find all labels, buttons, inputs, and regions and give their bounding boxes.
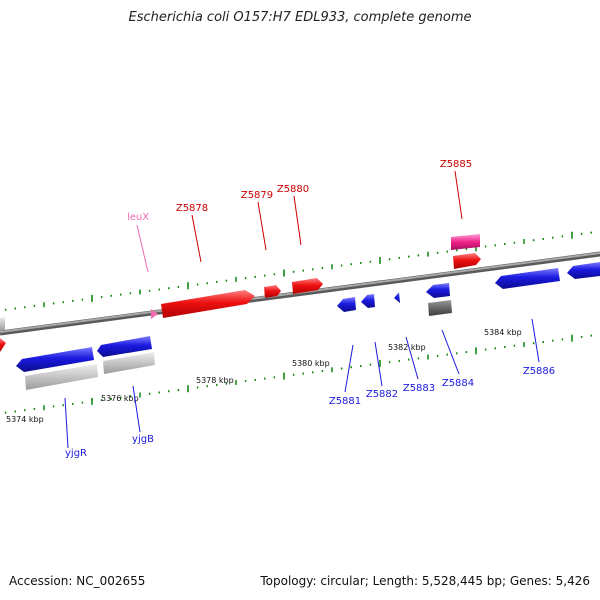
gene-Z5884-dark [428,300,452,316]
label-Z5879: Z5879 [241,190,273,201]
label-Z5883: Z5883 [403,383,435,394]
label-Z5878: Z5878 [176,203,208,214]
gene-yjgB-pseudo [103,352,155,374]
chromosome-backbone [0,251,600,336]
lower-tick-row [4,334,592,414]
gene-yjgR-pseudo [25,364,98,390]
label-Z5880: Z5880 [277,184,309,195]
gene-Z5884 [426,283,450,298]
label-Z5886: Z5886 [523,366,555,377]
label-Z5884: Z5884 [442,378,474,389]
gene-yjgR [16,347,94,372]
tick-label-5380: 5380 kbp [292,359,330,368]
label-Z5882: Z5882 [366,389,398,400]
gene-Z5881 [337,297,356,312]
map-title: Escherichia coli O157:H7 EDL933, complet… [128,10,472,25]
tick-label-5374: 5374 kbp [6,415,44,424]
gene-Z5883 [394,292,400,303]
gene-Z5882 [361,294,375,308]
label-Z5885: Z5885 [440,159,472,170]
gene-labels: yjgR yjgB leuX Z5878 Z5879 Z5880 Z5881 Z… [65,159,555,459]
gene-Z5885 [453,253,481,269]
scale-labels: 5374 kbp 5376 kbp 5378 kbp 5380 kbp 5382… [6,328,522,424]
upper-tick-row [4,231,592,311]
gene-Z5885-rrna [451,234,480,250]
gene-Z5886 [495,268,560,289]
label-yjgR: yjgR [65,448,87,459]
tick-label-5376: 5376 kbp [101,394,139,403]
accession-label: Accession: NC_002655 [9,574,146,588]
topology-label: Topology: circular; Length: 5,528,445 bp… [260,574,590,588]
tick-label-5384: 5384 kbp [484,328,522,337]
label-leuX: leuX [127,212,149,223]
label-yjgB: yjgB [132,434,154,445]
tick-label-5382: 5382 kbp [388,343,426,352]
gene-leuX-trna [151,309,158,319]
tick-label-5378: 5378 kbp [196,376,234,385]
gene-Z5879 [264,285,281,298]
tick-rows [4,231,592,414]
label-Z5881: Z5881 [329,396,361,407]
gene-forward-left-edge [0,338,6,352]
gene-yjgB [97,336,152,357]
reverse-strand-genes [0,262,600,390]
gene-gray-left-edge [0,317,5,331]
gene-Z5878 [161,290,255,318]
label-leaders [64,170,540,449]
forward-strand-genes [0,234,481,352]
gene-right-edge [567,262,600,279]
gene-Z5880 [292,278,323,294]
